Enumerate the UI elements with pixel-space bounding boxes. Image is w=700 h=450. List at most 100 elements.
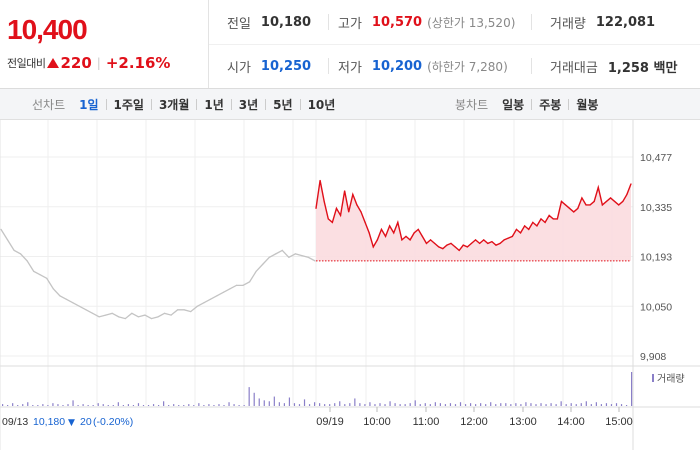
- current-price-point: [462, 244, 464, 246]
- prev-day-point: [65, 298, 68, 300]
- volume-bar: [218, 404, 220, 406]
- current-price-point: [618, 204, 620, 206]
- prev-day-point: [209, 298, 211, 300]
- stat-open: 시가 10,250: [227, 44, 311, 88]
- volume-bar: [52, 403, 54, 406]
- price-area: [316, 180, 631, 261]
- intraday-price-chart[interactable]: 10,477 10,335 10,193 10,050 9,908 09/19 10:00…: [0, 120, 700, 450]
- volume-bar: [515, 403, 517, 406]
- current-price-point: [479, 242, 481, 244]
- prev-day-point: [26, 260, 28, 262]
- volume-bar: [464, 404, 467, 406]
- volume-bar: [444, 404, 447, 406]
- volume-bar: [12, 403, 14, 406]
- stat-value: 1,258 백만: [607, 60, 678, 76]
- volume-bar: [384, 404, 386, 406]
- stat-label: 저가: [338, 60, 362, 76]
- volume-bar: [379, 403, 381, 406]
- volume-bar: [87, 405, 89, 406]
- stat-value: 10,180: [260, 14, 312, 30]
- volume-bar: [329, 404, 331, 406]
- current-price: 10,400: [7, 14, 88, 45]
- current-price-point: [540, 218, 542, 220]
- current-price-point: [438, 246, 440, 248]
- volume-bar: [459, 402, 462, 406]
- current-price-point: [503, 239, 505, 241]
- period-tab-5y[interactable]: 5년: [273, 97, 293, 112]
- volume-bar: [132, 405, 135, 406]
- prev-day-point: [242, 284, 244, 286]
- current-price-point: [577, 207, 579, 210]
- volume-bar: [77, 405, 79, 406]
- volume-bar: [631, 372, 633, 406]
- current-price-point: [593, 200, 595, 203]
- current-price-point: [446, 244, 448, 246]
- candle-chart-periods: 봉차트 일봉 주봉 월봉: [455, 89, 598, 119]
- y-tick-label: 10,193: [640, 252, 672, 264]
- volume-bar: [319, 403, 321, 406]
- current-price-point: [339, 214, 342, 217]
- prev-day-point: [52, 288, 54, 290]
- candle-tab-weekly[interactable]: 주봉: [539, 97, 562, 112]
- current-price-point: [495, 244, 497, 246]
- up-arrow-icon: [47, 58, 60, 68]
- volume-bar: [248, 387, 250, 406]
- current-price-point: [352, 193, 354, 196]
- period-tab-3y[interactable]: 3년: [238, 97, 259, 112]
- volume-bar: [585, 401, 587, 406]
- current-price-point: [389, 225, 391, 227]
- prev-day-point: [255, 270, 257, 272]
- current-price-point: [393, 232, 395, 234]
- current-price-point: [597, 186, 599, 189]
- current-price-point: [585, 204, 587, 206]
- volume-bar: [565, 404, 567, 406]
- prev-day-point: [118, 316, 120, 318]
- current-price-point: [581, 197, 583, 199]
- period-tab-1w[interactable]: 1주일: [113, 97, 144, 112]
- volume-bar: [57, 404, 59, 406]
- prev-day-caption-close: 10,180: [33, 416, 65, 428]
- prev-day-point: [248, 281, 251, 283]
- volume-bar: [238, 405, 240, 406]
- volume-bar: [42, 404, 44, 406]
- current-price-point: [315, 207, 317, 210]
- volume-bar: [540, 403, 542, 406]
- x-tick-label: 11:00: [413, 416, 440, 428]
- period-tab-10y[interactable]: 10년: [307, 97, 336, 112]
- prev-day-point: [46, 277, 48, 279]
- current-price-point: [348, 211, 350, 213]
- current-price-point: [344, 190, 346, 192]
- candle-tab-monthly[interactable]: 월봉: [576, 97, 599, 112]
- current-price-point: [487, 242, 489, 244]
- volume-bar: [590, 404, 592, 406]
- candle-tab-daily[interactable]: 일봉: [502, 97, 525, 112]
- volume-bar: [308, 404, 311, 406]
- period-tab-1y[interactable]: 1년: [204, 97, 224, 112]
- volume-bar: [580, 403, 582, 406]
- period-tab-3m[interactable]: 3개월: [158, 97, 190, 112]
- prev-day-point: [262, 263, 264, 265]
- volume-bar: [324, 404, 326, 406]
- current-price-point: [454, 246, 456, 248]
- x-tick-label: 13:00: [509, 416, 537, 428]
- price-box: 10,400 전일대비 220 | +2.16%: [0, 0, 209, 88]
- current-price-point: [515, 228, 518, 230]
- current-price-point: [384, 235, 387, 237]
- volume-bar: [293, 403, 296, 406]
- volume-bar: [364, 404, 366, 406]
- current-price-point: [450, 242, 452, 244]
- divider: [531, 14, 532, 30]
- volume-bar: [600, 404, 603, 406]
- current-price-point: [360, 211, 362, 213]
- current-price-point: [474, 239, 477, 241]
- volume-bar: [475, 404, 477, 406]
- change-row: 전일대비 220 | +2.16%: [7, 54, 170, 72]
- volume-bar: [62, 405, 64, 406]
- period-tab-1d[interactable]: 1일: [79, 97, 99, 112]
- prev-day-point: [307, 256, 310, 258]
- y-tick-label: 10,050: [640, 301, 672, 313]
- volume-bar: [203, 405, 205, 406]
- volume-bar: [152, 404, 155, 406]
- current-price-point: [380, 228, 383, 230]
- current-price-point: [511, 235, 513, 237]
